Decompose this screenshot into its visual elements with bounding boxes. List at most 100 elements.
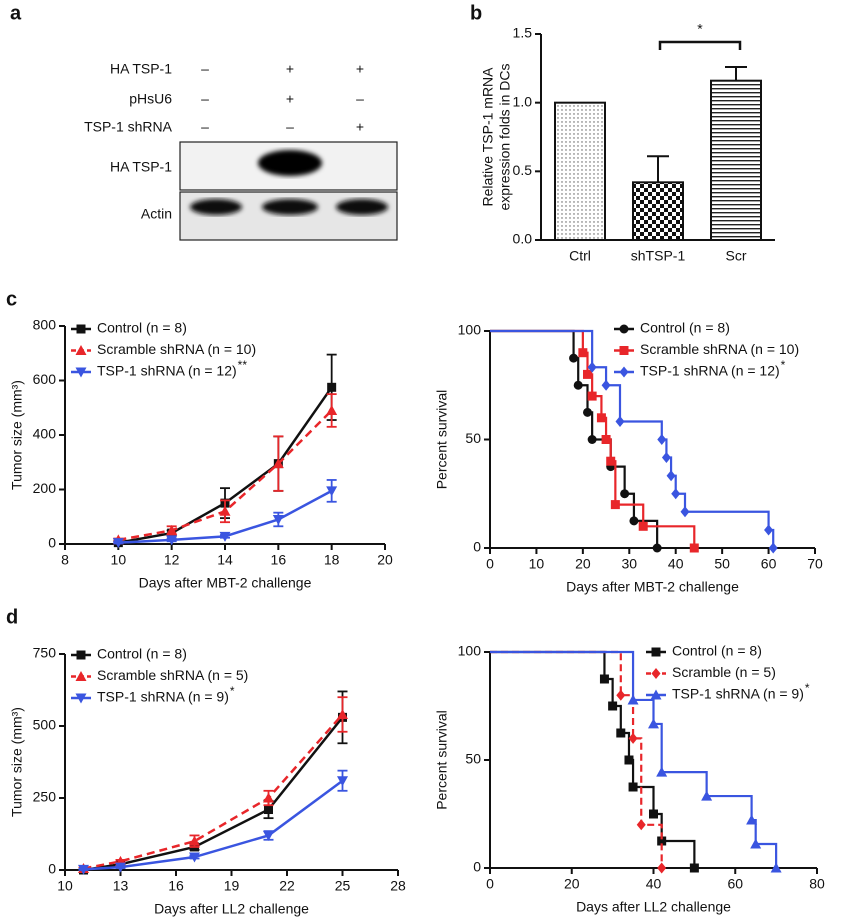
marker <box>628 732 638 744</box>
x-tick-label: 10 <box>57 878 73 894</box>
x-tick-label: 40 <box>668 556 684 572</box>
legend-marker <box>619 324 629 334</box>
marker <box>587 391 597 401</box>
legend-label: Control (n = 8) <box>640 320 730 336</box>
panel-label: d <box>6 606 18 628</box>
legend-marker <box>76 650 86 660</box>
x-tick-label: 70 <box>807 556 823 572</box>
marker <box>272 514 284 525</box>
legend-marker <box>650 689 662 700</box>
x-tick-label: 28 <box>390 878 406 894</box>
survival-step <box>490 650 663 868</box>
x-tick-label: 20 <box>377 552 393 568</box>
marker <box>657 862 667 874</box>
x-tick-label: 20 <box>564 876 580 892</box>
legend-marker <box>651 668 661 679</box>
survival-step <box>490 329 659 548</box>
legend-significance: * <box>805 681 810 695</box>
blot-band <box>336 199 388 215</box>
x-tick-label: 60 <box>727 876 743 892</box>
legend-marker <box>619 366 629 378</box>
y-axis-label: Relative TSP-1 mRNA <box>480 67 496 207</box>
x-tick-label: 19 <box>224 878 240 894</box>
x-tick-label: 10 <box>529 556 545 572</box>
blot-sign: + <box>356 119 364 135</box>
marker <box>764 524 774 536</box>
y-axis-label: Percent survival <box>434 710 450 810</box>
series-line <box>83 716 344 872</box>
y-tick-label: 600 <box>33 371 57 387</box>
legend-marker <box>75 693 87 704</box>
marker <box>189 835 200 846</box>
significance-bracket <box>658 40 742 50</box>
marker <box>652 543 662 553</box>
y-axis-label: expression folds in DCs <box>497 63 513 210</box>
x-tick-label: 14 <box>217 552 233 568</box>
legend-marker <box>75 671 87 681</box>
survival-step <box>490 650 778 868</box>
y-tick-label: 0.0 <box>513 231 533 247</box>
x-tick-label: 0 <box>486 556 494 572</box>
legend-marker <box>75 367 87 378</box>
survival-step <box>490 329 696 548</box>
x-tick-label: 16 <box>271 552 287 568</box>
marker <box>624 755 634 765</box>
marker <box>573 380 583 390</box>
x-tick-label: 10 <box>111 552 127 568</box>
survival-step <box>490 650 696 868</box>
marker <box>272 458 284 469</box>
marker <box>701 790 713 801</box>
legend-significance: ** <box>238 358 248 372</box>
y-axis-label: Tumor size (mm³) <box>9 380 25 490</box>
y-tick-label: 250 <box>33 789 57 805</box>
blot-sign: – <box>201 119 209 135</box>
legend-label: Scramble shRNA (n = 5) <box>97 667 248 683</box>
legend-label: TSP-1 shRNA (n = 12) <box>640 363 780 379</box>
legend-significance: * <box>781 358 786 372</box>
series-line <box>83 713 344 870</box>
marker <box>587 435 597 444</box>
x-tick-label: 25 <box>335 878 351 894</box>
blot-condition-label: TSP-1 shRNA <box>84 119 173 135</box>
x-axis-label: Days after MBT-2 challenge <box>566 579 739 595</box>
marker <box>661 452 671 464</box>
x-tick-label: 40 <box>646 876 662 892</box>
legend-label: Control (n = 8) <box>97 646 187 662</box>
legend-label: TSP-1 shRNA (n = 9) <box>97 689 229 705</box>
legend-marker <box>651 647 661 657</box>
legend-label: Control (n = 8) <box>672 643 762 659</box>
marker <box>768 542 778 554</box>
y-tick-label: 0 <box>473 539 481 555</box>
y-tick-label: 0.5 <box>513 162 533 178</box>
x-tick-label: 12 <box>164 552 180 568</box>
y-tick-label: 750 <box>33 645 57 661</box>
marker <box>587 361 597 373</box>
y-tick-label: 0 <box>48 861 56 877</box>
x-tick-label: 50 <box>714 556 730 572</box>
marker <box>337 776 348 787</box>
marker <box>601 435 611 444</box>
marker <box>629 516 639 526</box>
marker <box>219 531 231 542</box>
marker <box>657 836 667 846</box>
marker <box>689 863 699 873</box>
panel-label: b <box>470 2 482 24</box>
legend-marker <box>76 324 86 334</box>
marker <box>638 521 648 531</box>
x-tick-label: 8 <box>61 552 69 568</box>
blot-condition-label: pHsU6 <box>129 91 172 107</box>
y-tick-label: 500 <box>33 717 57 733</box>
marker <box>601 379 611 391</box>
marker <box>78 864 89 875</box>
legend-label: Scramble (n = 5) <box>672 664 776 680</box>
marker <box>263 792 274 803</box>
marker <box>648 718 659 729</box>
x-tick-label: shTSP-1 <box>631 248 686 264</box>
marker <box>189 852 200 863</box>
y-tick-label: 1.0 <box>513 93 533 109</box>
blot-sign: – <box>356 91 364 107</box>
marker <box>599 674 609 684</box>
y-tick-label: 0 <box>473 859 481 875</box>
marker <box>615 415 625 427</box>
marker <box>608 701 618 711</box>
